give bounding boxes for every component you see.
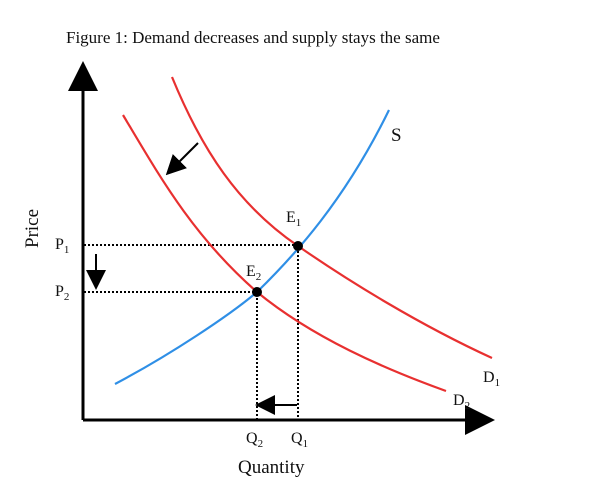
e2-letter: E — [246, 263, 256, 280]
quantity-label-q1: Q1 — [291, 430, 308, 450]
e2-subscript: 2 — [256, 271, 262, 283]
p2-subscript: 2 — [64, 291, 70, 303]
supply-curve — [114, 109, 390, 385]
d1-subscript: 1 — [495, 377, 501, 389]
demand-label-d1: D1 — [483, 369, 500, 389]
price-label-p1: P1 — [55, 236, 69, 256]
demand-curve-d1 — [170, 76, 493, 359]
q1-letter: Q — [291, 430, 303, 447]
q2-subscript: 2 — [258, 438, 264, 450]
q1-subscript: 1 — [303, 438, 309, 450]
x-axis-label: Quantity — [238, 457, 305, 478]
demand-shift-arrow — [165, 142, 199, 176]
p1-letter: P — [55, 236, 64, 253]
d1-letter: D — [483, 369, 495, 386]
demand-curve-d2 — [122, 114, 447, 393]
price-label-p2: P2 — [55, 283, 69, 303]
figure-title: Figure 1: Demand decreases and supply st… — [66, 28, 440, 47]
d2-subscript: 2 — [465, 400, 471, 412]
equilibrium-label-e1: E1 — [286, 209, 301, 229]
p2-letter: P — [55, 283, 64, 300]
q2-letter: Q — [246, 430, 258, 447]
equilibrium-point-e1 — [293, 241, 303, 251]
y-axis-label: Price — [22, 209, 43, 248]
d2-letter: D — [453, 392, 465, 409]
p1-subscript: 1 — [64, 244, 70, 256]
equilibrium-point-e2 — [252, 287, 262, 297]
quantity-label-q2: Q2 — [246, 430, 263, 450]
e1-subscript: 1 — [296, 217, 302, 229]
demand-label-d2: D2 — [453, 392, 470, 412]
equilibrium-label-e2: E2 — [246, 263, 261, 283]
supply-label: S — [391, 125, 402, 146]
e1-letter: E — [286, 209, 296, 226]
